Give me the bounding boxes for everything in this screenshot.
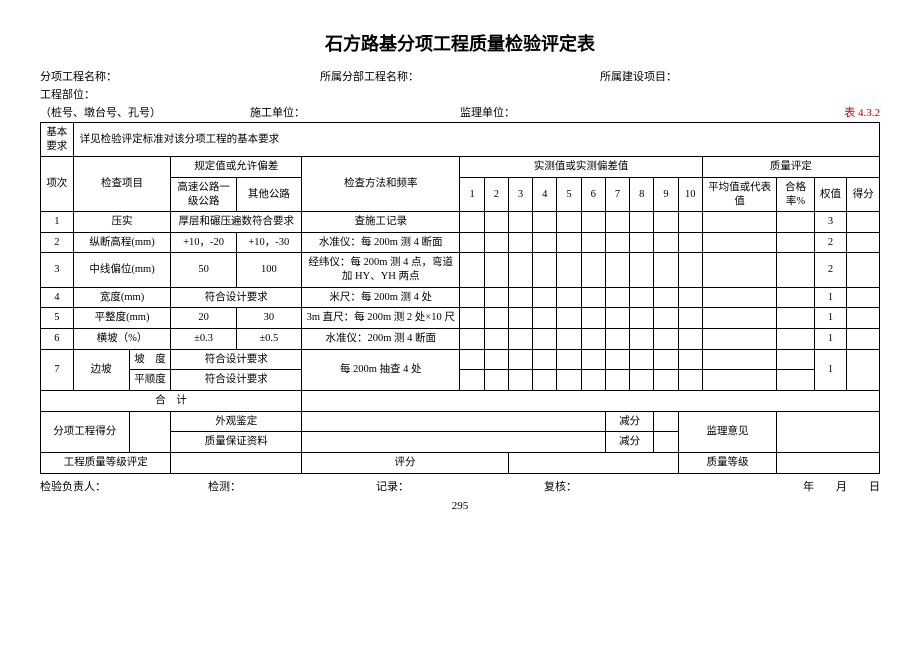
- meta-3a: （桩号、墩台号、孔号）: [40, 104, 250, 120]
- supervisor-label: 监理意见: [678, 411, 777, 452]
- basic-req-label: 基本要求: [41, 123, 74, 157]
- table-row: 4宽度(mm)符合设计要求米尺：每 200m 测 4 处1: [41, 287, 880, 308]
- h-tolerance: 规定值或允许偏差: [171, 157, 302, 178]
- meta-1b: 所属分部工程名称：: [320, 68, 600, 84]
- r7-hw2: 符合设计要求: [171, 370, 302, 391]
- r7-sub1: 坡 度: [129, 349, 171, 370]
- table-row: 5平整度(mm)20303m 直尺：每 200m 测 2 处×10 尺1: [41, 308, 880, 329]
- header-row-1: 项次 检查项目 规定值或允许偏差 检查方法和频率 实测值或实测偏差值 质量评定: [41, 157, 880, 178]
- basic-req-text: 详见检验评定标准对该分项工程的基本要求: [73, 123, 879, 157]
- meta-3c: 监理单位：: [460, 104, 670, 120]
- h-c6: 6: [581, 177, 605, 211]
- r7-hw1: 符合设计要求: [171, 349, 302, 370]
- page-number: 295: [40, 500, 880, 512]
- row-7a: 7 边坡 坡 度 符合设计要求 每 200m 抽查 4 处 1: [41, 349, 880, 370]
- meta-row-3: （桩号、墩台号、孔号） 施工单位： 监理单位： 表 4.3.2: [40, 104, 880, 120]
- h-c3: 3: [508, 177, 532, 211]
- table-row: 2纵断高程(mm)+10，-20+10，-30水准仪：每 200m 测 4 断面…: [41, 232, 880, 253]
- h-c1: 1: [460, 177, 484, 211]
- h-rating: 质量评定: [702, 157, 879, 178]
- sub-score: 分项工程得分: [41, 411, 130, 452]
- footer-a: 检验负责人：: [40, 478, 208, 494]
- footer-c: 记录：: [376, 478, 544, 494]
- r7-weight: 1: [814, 349, 847, 390]
- grade-label: 质量等级: [678, 452, 777, 473]
- bottom-row-3: 工程质量等级评定 评分 质量等级: [41, 452, 880, 473]
- h-c10: 10: [678, 177, 702, 211]
- main-table: 基本要求 详见检验评定标准对该分项工程的基本要求 项次 检查项目 规定值或允许偏…: [40, 122, 880, 474]
- basic-req-row: 基本要求 详见检验评定标准对该分项工程的基本要求: [41, 123, 880, 157]
- footer-b: 检测：: [208, 478, 376, 494]
- meta-row-1: 分项工程名称： 所属分部工程名称： 所属建设项目：: [40, 68, 880, 84]
- table-row: 6横坡（%）±0.3±0.5水准仪：200m 测 4 断面1: [41, 329, 880, 350]
- h-other: 其他公路: [236, 177, 301, 211]
- h-method: 检查方法和频率: [301, 157, 459, 212]
- meta-3b: 施工单位：: [250, 104, 460, 120]
- h-highway: 高速公路一级公路: [171, 177, 236, 211]
- deduct-label-2: 减分: [605, 432, 653, 453]
- h-weight: 权值: [814, 177, 847, 211]
- h-avg: 平均值或代表值: [702, 177, 777, 211]
- footer-row: 检验负责人： 检测： 记录： 复核： 年 月 日: [40, 478, 880, 494]
- h-item: 检查项目: [73, 157, 171, 212]
- quality-label: 质量保证资料: [171, 432, 302, 453]
- h-c9: 9: [654, 177, 678, 211]
- h-pass: 合格率%: [777, 177, 814, 211]
- footer-e: 年 月 日: [712, 478, 880, 494]
- h-c7: 7: [605, 177, 629, 211]
- h-c8: 8: [630, 177, 654, 211]
- table-row: 1压实厚层和碾压遍数符合要求查施工记录3: [41, 212, 880, 233]
- deduct-label-1: 减分: [605, 411, 653, 432]
- appearance-label: 外观鉴定: [171, 411, 302, 432]
- grade-rating-label: 工程质量等级评定: [41, 452, 171, 473]
- h-c5: 5: [557, 177, 581, 211]
- score-label: 评分: [301, 452, 508, 473]
- r7-method: 每 200m 抽查 4 处: [301, 349, 459, 390]
- r7-n: 7: [41, 349, 74, 390]
- h-c2: 2: [484, 177, 508, 211]
- r7-item: 边坡: [73, 349, 129, 390]
- h-idx: 项次: [41, 157, 74, 212]
- meta-1c: 所属建设项目：: [600, 68, 880, 84]
- table-number: 表 4.3.2: [670, 104, 880, 120]
- total-label: 合 计: [41, 390, 302, 411]
- r7-sub2: 平顺度: [129, 370, 171, 391]
- h-score: 得分: [847, 177, 880, 211]
- doc-title: 石方路基分项工程质量检验评定表: [40, 30, 880, 56]
- meta-row-2: 工程部位：: [40, 86, 880, 102]
- meta-2a: 工程部位：: [40, 86, 880, 102]
- h-c4: 4: [533, 177, 557, 211]
- total-row: 合 计: [41, 390, 880, 411]
- h-measured: 实测值或实测偏差值: [460, 157, 702, 178]
- row-7b: 平顺度 符合设计要求: [41, 370, 880, 391]
- meta-1a: 分项工程名称：: [40, 68, 320, 84]
- table-row: 3中线偏位(mm)50100经纬仪：每 200m 测 4 点，弯道加 HY、YH…: [41, 253, 880, 287]
- bottom-row-1: 分项工程得分 外观鉴定 减分 监理意见: [41, 411, 880, 432]
- footer-d: 复核：: [544, 478, 712, 494]
